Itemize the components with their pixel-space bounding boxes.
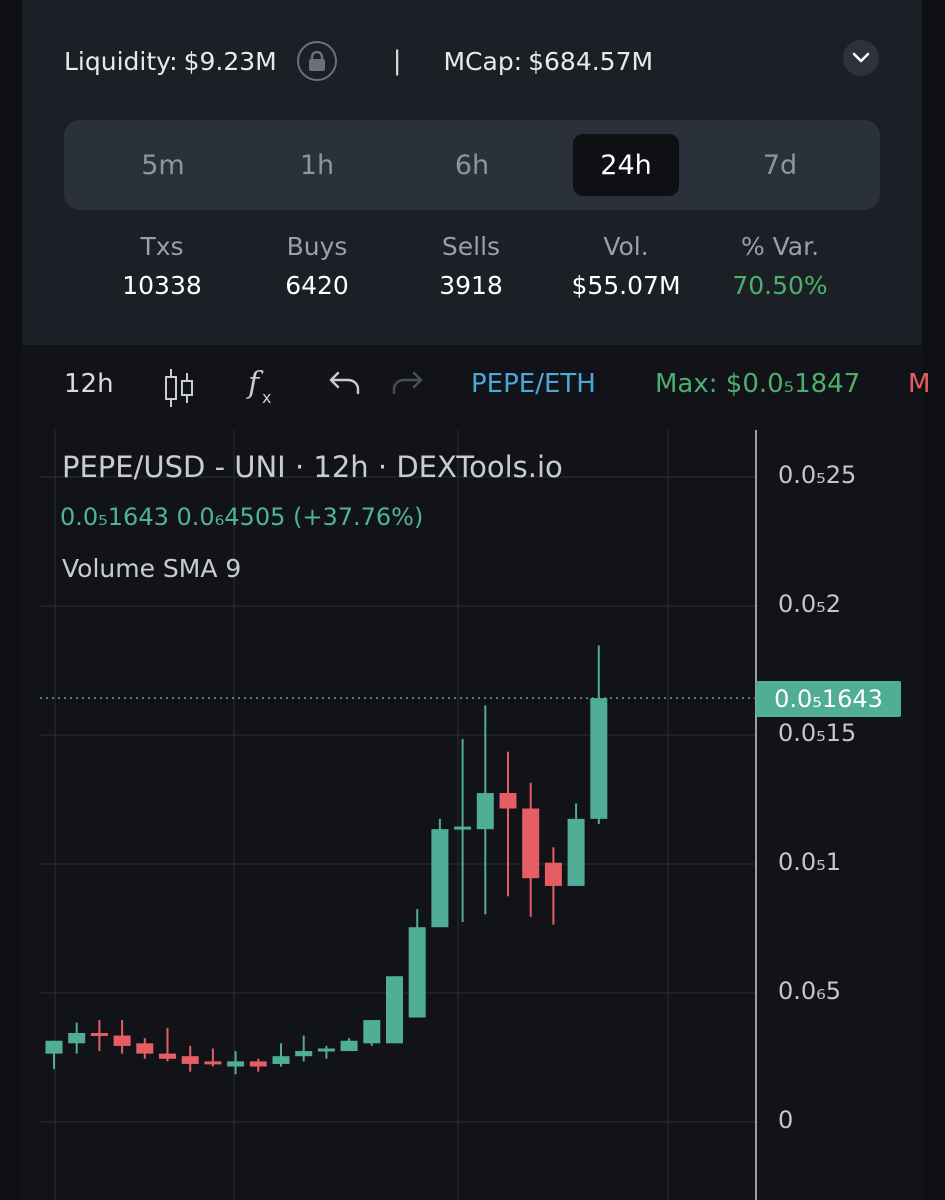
candle-down[interactable] xyxy=(136,1043,154,1054)
liquidity-label: Liquidity: xyxy=(64,46,178,76)
candle-up[interactable] xyxy=(363,1020,381,1044)
separator: | xyxy=(392,46,402,76)
candle-down[interactable] xyxy=(113,1035,131,1046)
metric-txs: Txs 10338 xyxy=(82,232,242,300)
liquidity-value: $9.23M xyxy=(183,46,277,76)
candle-up[interactable] xyxy=(317,1048,335,1052)
svg-text:x: x xyxy=(262,388,271,407)
y-axis-tick-label: 0.0₅15 xyxy=(778,719,857,747)
interval-button[interactable]: 12h xyxy=(64,369,114,399)
metric-label: Vol. xyxy=(603,232,649,261)
left-edge xyxy=(0,0,22,1200)
candle-up[interactable] xyxy=(454,826,472,830)
y-axis-tick-label: 0.0₅1 xyxy=(778,848,842,876)
volume-indicator-label: Volume SMA 9 xyxy=(62,554,242,583)
metric-value: 3918 xyxy=(439,271,503,300)
liquidity-mcap-row: Liquidity: $9.23M | MCap: $684.57M xyxy=(64,40,894,82)
min-price-cut: M xyxy=(908,369,931,399)
candle-down[interactable] xyxy=(522,808,540,879)
tab-5m[interactable]: 5m xyxy=(141,149,185,181)
metric-variation: % Var. 70.50% xyxy=(700,232,860,300)
chevron-down-icon[interactable] xyxy=(843,40,879,76)
price-chart[interactable] xyxy=(0,430,945,1200)
tab-7d[interactable]: 7d xyxy=(762,149,798,181)
metric-sells: Sells 3918 xyxy=(391,232,551,300)
y-axis-tick-label: 0 xyxy=(778,1106,794,1134)
y-axis-tick-label: 0.0₅25 xyxy=(778,461,857,489)
candle-down[interactable] xyxy=(544,862,562,886)
metric-value: 70.50% xyxy=(732,271,828,300)
candle-down[interactable] xyxy=(249,1061,267,1067)
candle-up[interactable] xyxy=(340,1040,358,1052)
max-value: $0.0₅1847 xyxy=(725,369,861,399)
candle-down[interactable] xyxy=(90,1032,108,1036)
candle-up[interactable] xyxy=(590,698,608,819)
candlestick-icon[interactable] xyxy=(162,367,196,416)
candle-down[interactable] xyxy=(499,793,517,809)
pair-selector[interactable]: PEPE/ETH xyxy=(471,369,596,399)
metric-label: Sells xyxy=(441,232,501,261)
ohlc-readout: 0.0₅1643 0.0₆4505 (+37.76%) xyxy=(60,503,424,531)
timeframe-tabs: 5m 1h 6h 24h 7d xyxy=(64,120,880,210)
lock-icon[interactable] xyxy=(296,41,337,81)
max-label: Max: xyxy=(655,369,718,399)
metric-buys: Buys 6420 xyxy=(237,232,397,300)
tab-6h[interactable]: 6h xyxy=(454,149,490,181)
tab-24h[interactable]: 24h xyxy=(573,134,679,196)
undo-icon[interactable] xyxy=(328,369,362,404)
metric-value: 6420 xyxy=(285,271,349,300)
candle-up[interactable] xyxy=(386,976,403,1044)
redo-icon[interactable] xyxy=(390,369,424,404)
metric-volume: Vol. $55.07M xyxy=(546,232,706,300)
y-axis-tick-label: 0.0₆5 xyxy=(778,977,842,1005)
candle-up[interactable] xyxy=(45,1040,63,1054)
candle-up[interactable] xyxy=(567,818,585,886)
candle-down[interactable] xyxy=(181,1056,199,1064)
chart-title: PEPE/USD - UNI · 12h · DEXTools.io xyxy=(62,450,563,484)
mcap-value: $684.57M xyxy=(528,46,654,76)
candle-up[interactable] xyxy=(431,829,449,928)
metric-label: % Var. xyxy=(740,232,820,261)
mcap-label: MCap: xyxy=(443,46,523,76)
right-edge xyxy=(922,0,945,1200)
candle-up[interactable] xyxy=(272,1056,290,1064)
candle-up[interactable] xyxy=(227,1061,245,1067)
candle-down[interactable] xyxy=(204,1061,222,1065)
candle-up[interactable] xyxy=(408,927,426,1018)
metric-value: $55.07M xyxy=(571,271,681,300)
metric-value: 10338 xyxy=(122,271,202,300)
y-axis-tick-label: 0.0₅2 xyxy=(778,590,842,618)
max-price: Max: $0.0₅1847 xyxy=(655,369,860,399)
candle-up[interactable] xyxy=(476,793,494,830)
metric-label: Buys xyxy=(286,232,348,261)
candle-up[interactable] xyxy=(68,1032,86,1044)
candle-down[interactable] xyxy=(159,1053,176,1059)
tab-1h[interactable]: 1h xyxy=(299,149,335,181)
current-price-label: 0.0₅1643 xyxy=(756,681,901,717)
metric-label: Txs xyxy=(140,232,184,261)
candle-up[interactable] xyxy=(295,1051,313,1057)
